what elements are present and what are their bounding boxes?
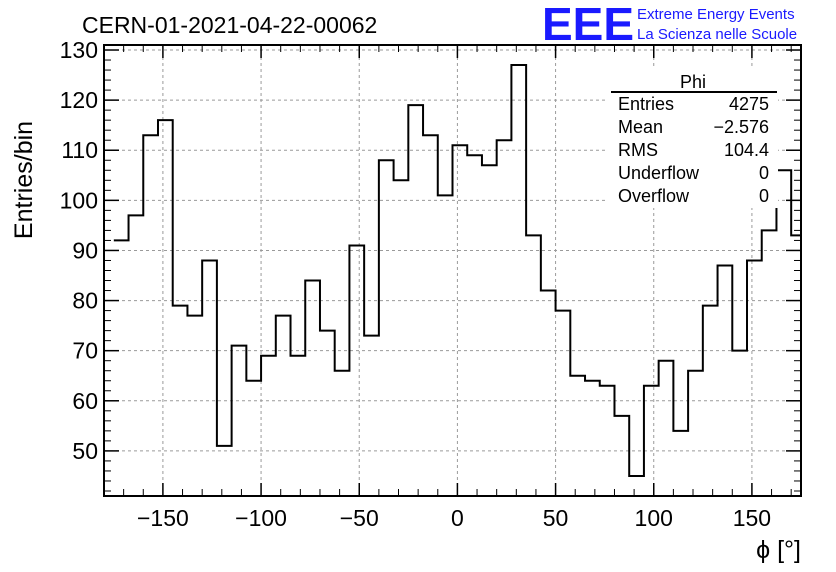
y-tick-label: 130: [60, 37, 98, 63]
x-tick-label: −150: [137, 505, 189, 531]
axis-ticks: [103, 45, 801, 496]
x-tick-label: −50: [340, 505, 379, 531]
stats-row-value: 0: [759, 186, 769, 206]
stats-box-rows: Entries 4275 Mean −2.576 RMS 104.4 Underflow 0 O…: [618, 94, 769, 206]
x-tick-labels: −150 −100 −50 0 50 100 150: [137, 505, 771, 531]
y-tick-label: 120: [60, 87, 98, 113]
stats-row-value: 0: [759, 163, 769, 183]
eee-logo-icon: EEE: [542, 0, 634, 50]
stats-box: Phi Entries 4275 Mean −2.576 RMS 104.4 Underfl…: [608, 68, 778, 208]
y-tick-label: 100: [60, 187, 98, 213]
org-subtitle-line: La Scienza nelle Scuole: [637, 26, 797, 43]
y-tick-label: 60: [72, 388, 98, 414]
stats-row-value: 4275: [729, 94, 769, 114]
stats-box-title: Phi: [680, 72, 706, 92]
stats-row-label: Overflow: [618, 186, 690, 206]
stats-row-label: RMS: [618, 140, 658, 160]
run-title: CERN-01-2021-04-22-00062: [82, 12, 377, 38]
stats-row-value: −2.576: [713, 117, 769, 137]
y-tick-label: 50: [72, 438, 98, 464]
x-tick-label: 0: [451, 505, 464, 531]
org-name-line: Extreme Energy Events: [637, 6, 795, 23]
stats-row-label: Entries: [618, 94, 674, 114]
histogram-series-line: [113, 64, 802, 477]
x-tick-label: −100: [235, 505, 287, 531]
stats-row-value: 104.4: [724, 140, 769, 160]
y-tick-labels: 50 60 70 80 90 100 110 120 130: [60, 37, 98, 464]
x-tick-label: 50: [543, 505, 569, 531]
y-axis-title: Entries/bin: [10, 121, 38, 239]
y-tick-label: 110: [61, 137, 98, 163]
x-tick-label: 150: [733, 505, 771, 531]
y-tick-label: 70: [72, 338, 98, 364]
y-tick-label: 80: [72, 288, 98, 314]
stats-row-label: Underflow: [618, 163, 700, 183]
stats-row-label: Mean: [618, 117, 663, 137]
x-axis-title: ϕ [°]: [756, 536, 801, 564]
x-tick-label: 100: [635, 505, 673, 531]
y-tick-label: 90: [72, 237, 98, 263]
